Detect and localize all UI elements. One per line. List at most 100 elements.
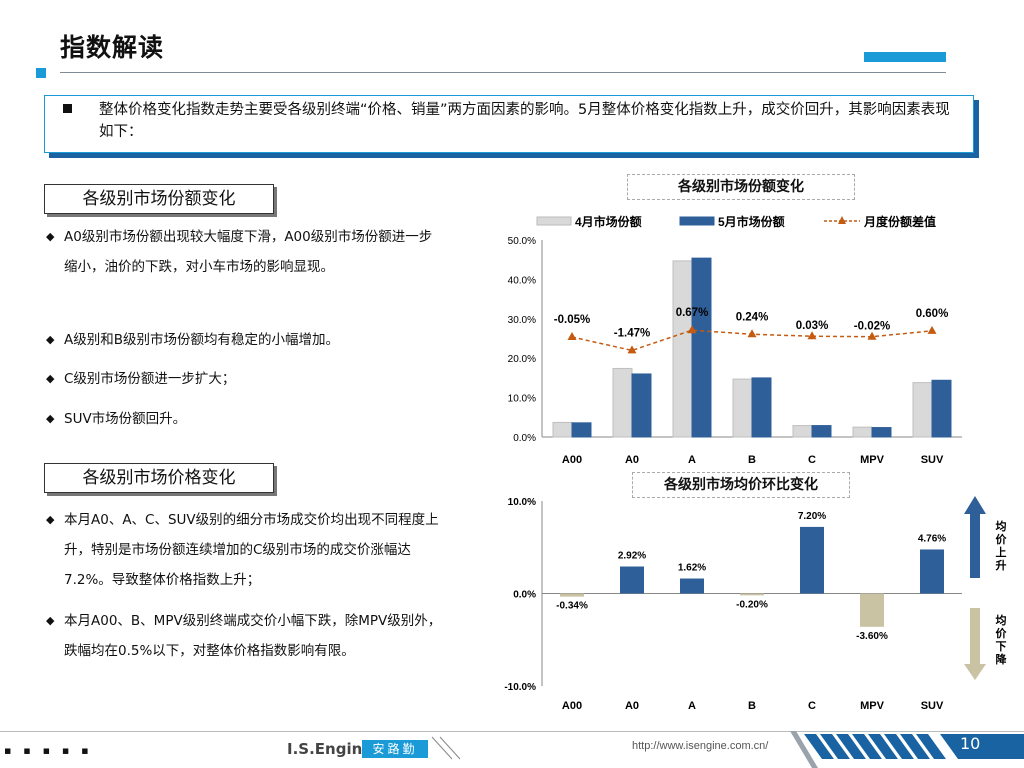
legend-label: 5月市场份额	[718, 214, 785, 229]
x-tick-label: A0	[625, 454, 639, 466]
footer-slash-icon	[431, 736, 461, 760]
bar	[920, 549, 944, 594]
legend-swatch	[679, 216, 715, 226]
title-divider	[60, 72, 946, 73]
footer-brand: I.S.Engine	[287, 740, 373, 758]
up-arrow-icon	[964, 496, 986, 578]
footer-brand-cn: 安路勤	[362, 740, 428, 758]
bar	[560, 593, 584, 597]
y-tick-label: 0.0%	[513, 590, 536, 601]
up-label-char: 均	[996, 519, 1007, 533]
page-number: 10	[960, 734, 981, 753]
footer-divider	[0, 731, 1024, 732]
y-tick-label: 40.0%	[508, 275, 536, 286]
bar	[691, 257, 712, 438]
x-tick-label: A0	[625, 700, 639, 712]
x-tick-label: SUV	[921, 454, 944, 466]
chart-title-price: 各级别市场均价环比变化	[632, 472, 850, 498]
diamond-bullet-icon: ◆	[46, 614, 55, 627]
title-accent-bar	[864, 52, 946, 62]
data-label: 1.62%	[678, 563, 706, 574]
diff-marker	[687, 325, 697, 334]
diff-marker	[627, 345, 637, 354]
up-label-char: 价	[996, 533, 1008, 546]
bullet-text: C级别市场份额进一步扩大；	[64, 371, 236, 387]
list-item: ◆ 本月A0、A、C、SUV级别的细分市场成交价均出现不同程度上升，特别是市场份…	[46, 505, 446, 600]
diff-marker	[747, 329, 757, 338]
diff-marker	[567, 332, 577, 341]
bar	[620, 566, 644, 594]
data-label: -0.34%	[556, 601, 588, 612]
y-tick-label: -10.0%	[504, 682, 536, 693]
footer-stripe-band	[790, 731, 1024, 768]
x-tick-label: A00	[562, 454, 582, 466]
legend-swatch	[536, 216, 572, 226]
data-label: -3.60%	[856, 631, 888, 642]
diamond-bullet-icon: ◆	[46, 230, 55, 243]
bar	[912, 382, 933, 438]
footer-url: http://www.isengine.com.cn/	[632, 740, 769, 752]
diff-data-label: -1.47%	[614, 327, 650, 339]
list-item: ◆ C级别市场份额进一步扩大；	[46, 364, 446, 394]
x-tick-label: C	[808, 454, 816, 466]
bar	[800, 526, 824, 594]
diamond-bullet-icon: ◆	[46, 333, 55, 346]
down-label-char: 价	[996, 627, 1008, 640]
bar	[631, 373, 652, 438]
list-item: ◆ 本月A00、B、MPV级别终端成交价小幅下跌，除MPV级别外，跌幅均在0.5…	[46, 606, 446, 701]
bar	[680, 578, 704, 594]
down-arrow-icon	[964, 608, 986, 680]
bar	[672, 260, 693, 438]
diff-data-label: 0.60%	[916, 308, 949, 320]
bar	[852, 426, 873, 438]
diff-marker	[927, 325, 937, 334]
legend-marker-icon	[838, 216, 846, 224]
bar	[871, 427, 892, 438]
list-item: ◆ SUV市场份额回升。	[46, 404, 446, 434]
up-label-char: 上	[996, 545, 1007, 559]
data-label: 4.76%	[918, 533, 946, 544]
bullet-text: A级别和B级别市场份额均有稳定的小幅增加。	[64, 332, 339, 348]
x-tick-label: MPV	[860, 454, 885, 466]
y-tick-label: 0.0%	[513, 433, 536, 444]
bar	[751, 377, 772, 438]
down-label-char: 下	[996, 640, 1007, 653]
bullet-text: SUV市场份额回升。	[64, 411, 187, 427]
diamond-bullet-icon: ◆	[46, 513, 55, 526]
y-tick-label: 10.0%	[508, 497, 536, 508]
up-label-char: 升	[996, 558, 1007, 572]
summary-box: 整体价格变化指数走势主要受各级别终端“价格、销量”两方面因素的影响。5月整体价格…	[44, 95, 974, 153]
bullet-text: A0级别市场份额出现较大幅度下滑，A00级别市场份额进一步缩小，油价的下跌，对小…	[64, 229, 433, 275]
down-label-char: 降	[996, 652, 1008, 666]
bar	[931, 379, 952, 438]
x-tick-label: A	[688, 454, 696, 466]
market-share-chart: 4月市场份额 5月市场份额 月度份额差值 0.0% 10.0% 20.0% 30.0% 40.…	[508, 214, 962, 466]
x-tick-label: B	[748, 454, 756, 466]
legend-label: 4月市场份额	[575, 214, 642, 229]
bullet-text: 本月A0、A、C、SUV级别的细分市场成交价均出现不同程度上升，特别是市场份额连…	[64, 512, 439, 588]
data-label: -0.20%	[736, 599, 768, 610]
diff-marker	[807, 331, 817, 340]
diff-marker	[867, 331, 877, 340]
data-label: 2.92%	[618, 550, 646, 561]
bar	[860, 593, 884, 627]
diff-data-label: 0.03%	[796, 320, 829, 332]
bar	[732, 378, 753, 438]
bar	[552, 421, 573, 438]
y-tick-label: 50.0%	[508, 236, 536, 247]
page-title: 指数解读	[60, 33, 165, 62]
bar	[792, 425, 813, 438]
diff-data-label: -0.02%	[854, 321, 890, 333]
section-heading-price: 各级别市场价格变化	[44, 463, 274, 493]
list-item: ◆ A0级别市场份额出现较大幅度下滑，A00级别市场份额进一步缩小，油价的下跌，…	[46, 222, 446, 317]
diamond-bullet-icon: ◆	[46, 412, 55, 425]
list-item: ◆ A级别和B级别市场份额均有稳定的小幅增加。	[46, 325, 446, 355]
section-heading-share: 各级别市场份额变化	[44, 184, 274, 214]
down-label-char: 均	[996, 613, 1007, 627]
price-change-chart: -10.0% 0.0% 10.0% -0.34% A00 2.92% A0 1.62% A -0.…	[504, 496, 1008, 712]
bar	[811, 425, 832, 438]
legend-label: 月度份额差值	[863, 214, 936, 229]
x-tick-label: A	[688, 700, 696, 712]
x-tick-label: C	[808, 700, 816, 712]
summary-text: 整体价格变化指数走势主要受各级别终端“价格、销量”两方面因素的影响。5月整体价格…	[99, 102, 950, 140]
